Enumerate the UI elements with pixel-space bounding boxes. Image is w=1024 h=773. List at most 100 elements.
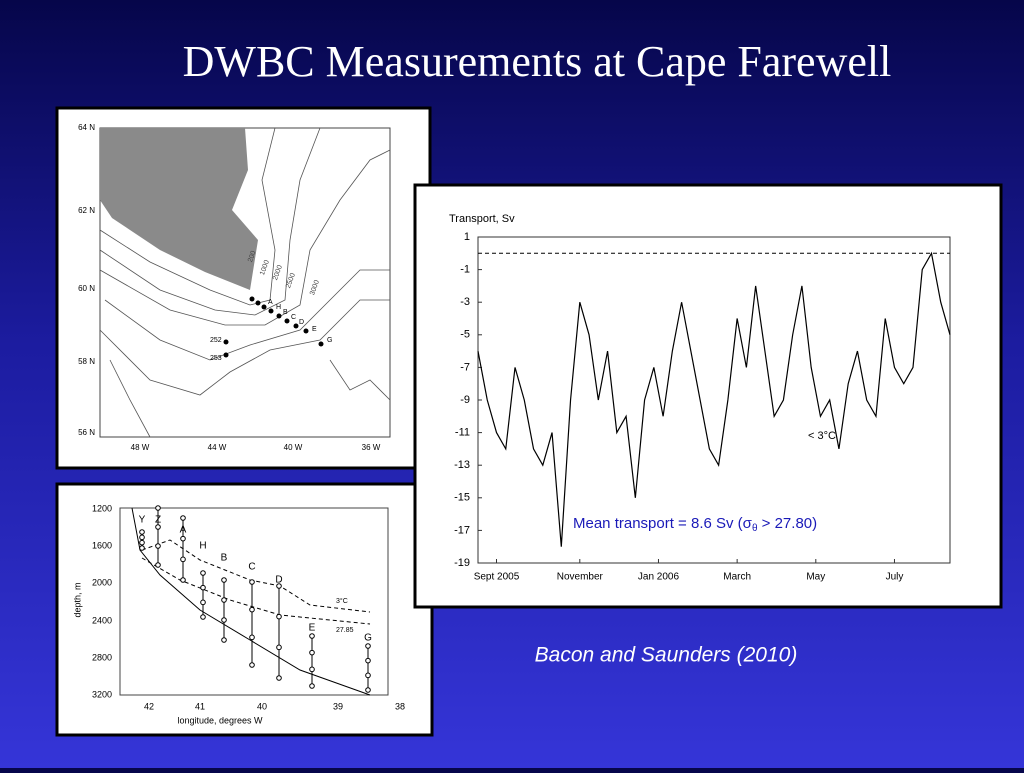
lat-label: 62 N: [78, 206, 95, 215]
section-panel: [55, 482, 434, 737]
bottle: [276, 644, 282, 651]
bottle: [155, 543, 161, 549]
bottle: [139, 529, 145, 535]
bottle: [200, 599, 206, 606]
lat-label: 58 N: [78, 357, 95, 366]
lat-label: 56 N: [78, 428, 95, 437]
lon-label: 39: [333, 701, 343, 711]
station-label: C: [291, 314, 296, 321]
y-axis-title: Transport, Sv: [449, 213, 515, 225]
bottle: [221, 577, 227, 583]
bottle: [249, 579, 255, 585]
bottle: [200, 570, 206, 576]
isoline-label: 3°C: [336, 597, 348, 605]
lon-label: 40 W: [284, 443, 303, 452]
contour-label: 2500: [285, 272, 297, 289]
bottle: [249, 634, 255, 641]
mean-label-part: θ: [752, 523, 758, 534]
bottle: [180, 515, 186, 521]
lon-label: 40: [257, 701, 267, 711]
isotherm: [141, 539, 371, 613]
x-tick-label: Sept 2005: [474, 572, 520, 583]
bottle: [139, 539, 145, 546]
bottle: [249, 662, 255, 668]
lon-label: 41: [195, 701, 205, 711]
bottle: [276, 675, 282, 681]
mean-label-part: > 27.80): [758, 515, 818, 532]
chart-panel: [413, 183, 1003, 609]
station-label: G: [327, 337, 332, 344]
y-tick-label: -17: [454, 524, 470, 536]
depth-label: 3200: [92, 689, 112, 699]
station-label: Y: [139, 515, 146, 526]
station-label: Z: [155, 515, 161, 526]
contours: [99, 127, 391, 438]
depth-label: 2400: [92, 615, 112, 625]
bottle: [365, 687, 371, 693]
bottle: [221, 597, 227, 603]
casts: [139, 505, 371, 693]
transport-chart: Transport, Sv 1 -1 -3 -5 -7 -9 -11 -13 -15 -17 -19 S…: [449, 213, 951, 583]
bottle: [155, 524, 161, 530]
station-label: D: [299, 319, 304, 326]
bottle: [309, 683, 315, 689]
bottle: [200, 584, 206, 591]
contour-label: 200: [247, 250, 258, 263]
lon-label: 44 W: [208, 443, 227, 452]
section-figure: [55, 482, 434, 737]
citation: Bacon and Saunders (2010): [535, 644, 798, 667]
section-frame: [119, 507, 389, 696]
mean-label-part: Mean transport = 8.6 Sv (σ: [573, 515, 753, 532]
y-tick-label: -13: [454, 459, 470, 471]
depth-label: 1200: [92, 503, 112, 513]
bottle: [249, 606, 255, 613]
isopycnal: [141, 557, 371, 625]
x-tick-label: Jan 2006: [638, 572, 680, 583]
lon-label: 42: [144, 701, 154, 711]
y-tick-label: -9: [460, 394, 470, 406]
y-tick-label: -7: [460, 361, 470, 373]
x-tick-label: March: [723, 572, 751, 583]
bottle: [155, 562, 161, 568]
station-label: 253: [210, 355, 222, 362]
station-label: A: [268, 299, 273, 306]
bottle: [155, 505, 161, 511]
contour-label: 2000: [272, 264, 284, 281]
bottle: [276, 583, 282, 589]
station-label: H: [199, 541, 206, 552]
station-label: D: [275, 575, 282, 586]
station-label: A: [180, 525, 187, 536]
depth-label: 1600: [92, 540, 112, 550]
bottle: [221, 617, 227, 623]
bottle: [309, 633, 315, 639]
x-tick-label: July: [886, 572, 904, 583]
bottle: [200, 614, 206, 620]
station-label: E: [309, 623, 316, 634]
station-label: H: [276, 304, 281, 311]
station-label: C: [248, 562, 255, 573]
contour-label: 1000: [259, 259, 271, 276]
station-label: G: [364, 633, 372, 644]
bottle: [221, 637, 227, 643]
lon-label: 48 W: [131, 443, 150, 452]
bottle: [309, 666, 315, 673]
y-tick-label: -5: [460, 329, 470, 341]
bottle: [365, 643, 371, 649]
y-tick-label: -3: [460, 296, 470, 308]
y-tick-label: 1: [464, 231, 470, 243]
lon-label: 36 W: [362, 443, 381, 452]
greenland: [100, 128, 258, 290]
lon-label: 38: [395, 701, 405, 711]
bottle: [139, 534, 145, 541]
annotation: < 3°C: [808, 430, 836, 442]
y-axis-label: depth, m: [72, 582, 82, 617]
map-figure: [55, 106, 432, 470]
y-tick-label: -11: [455, 427, 470, 439]
bottle: [276, 613, 282, 620]
mean-label: Mean transport = 8.6 Sv (σθ > 27.80): [573, 515, 817, 534]
depth-label: 2800: [92, 652, 112, 662]
x-axis-label: longitude, degrees W: [177, 715, 263, 725]
bottle: [180, 556, 186, 563]
